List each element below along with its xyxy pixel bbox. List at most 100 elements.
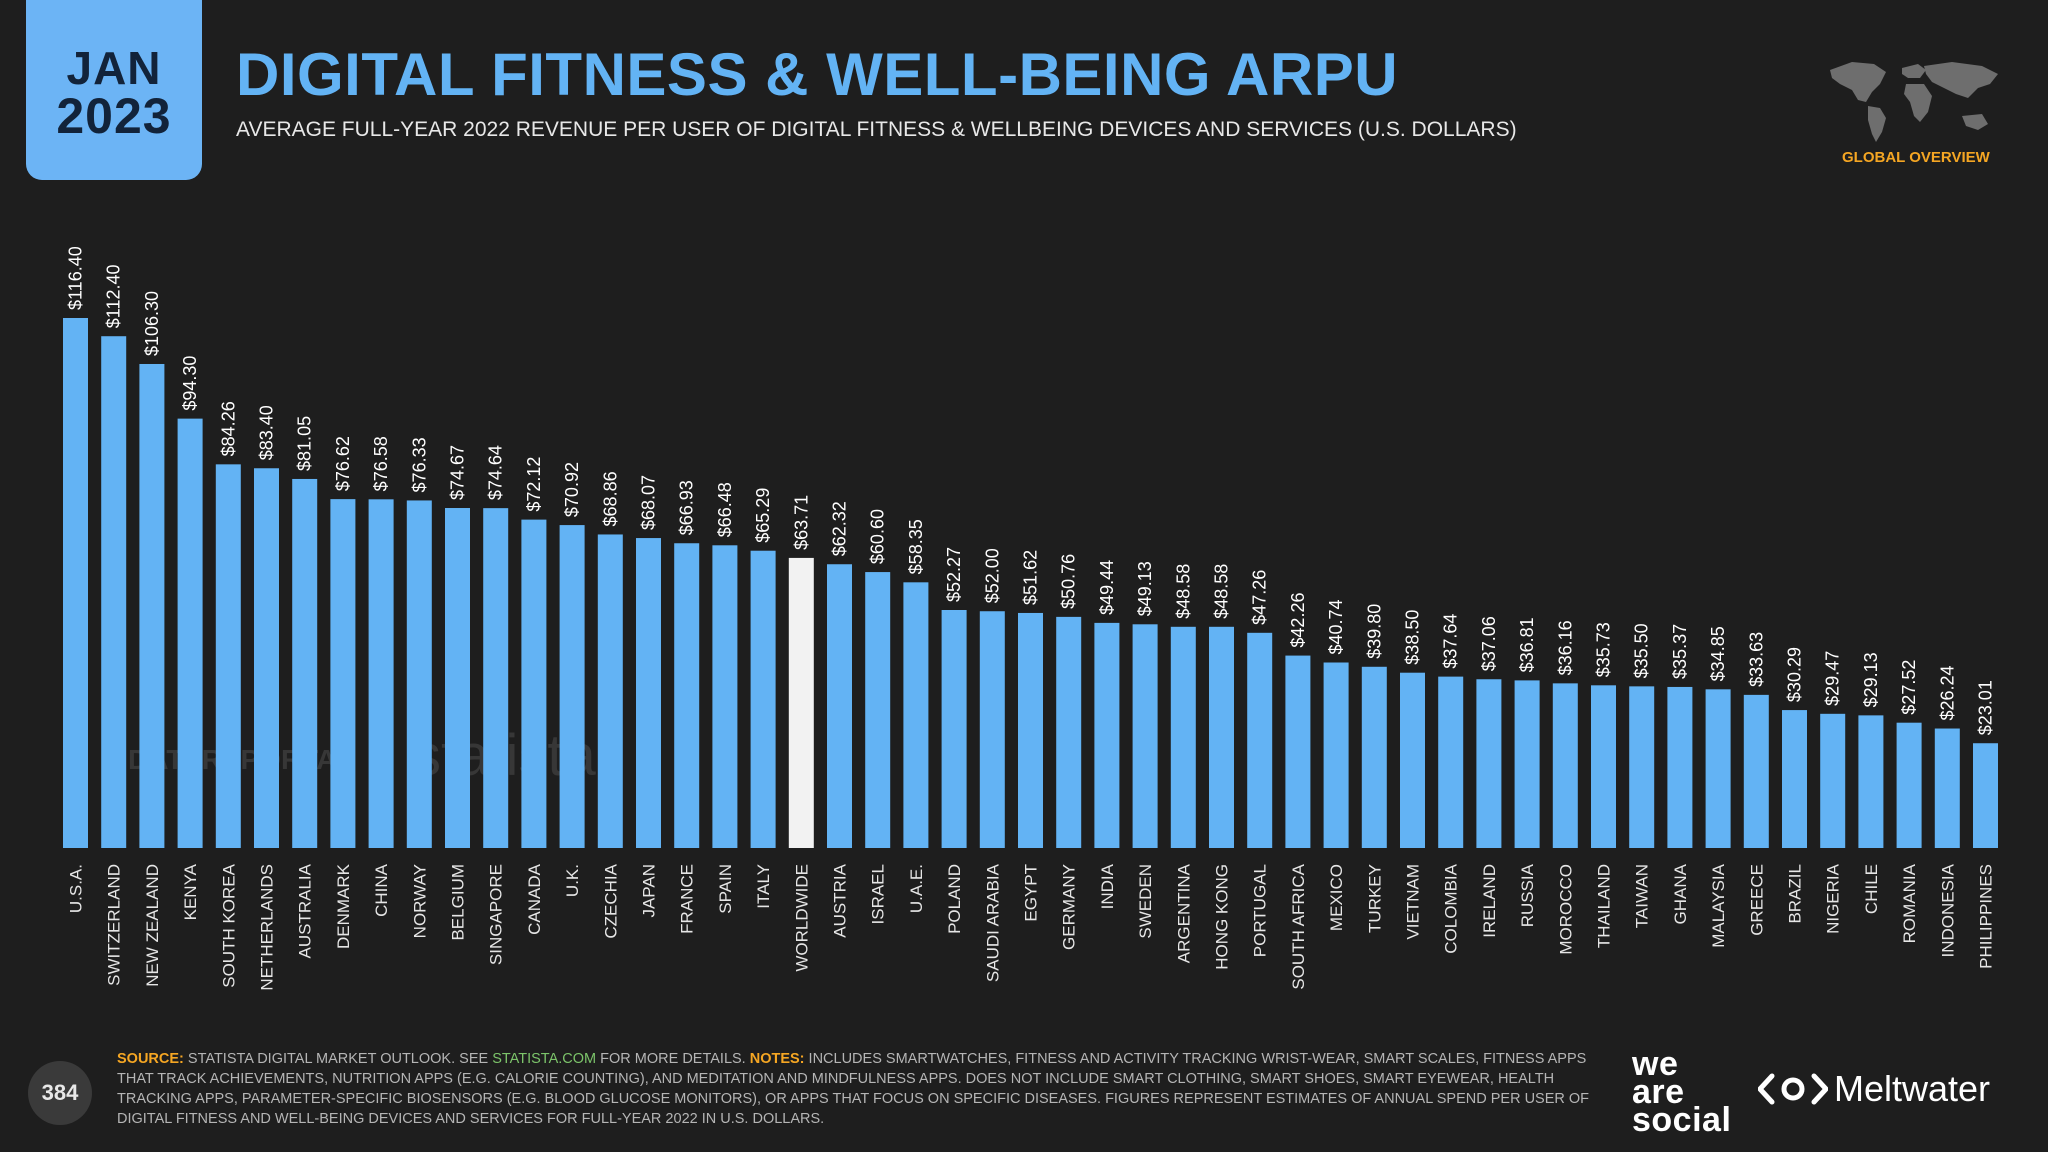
category-label: AUSTRIA — [831, 863, 850, 937]
brand-line-2: are — [1632, 1073, 1685, 1111]
bar-egypt — [1018, 612, 1043, 848]
category-label: INDIA — [1098, 863, 1117, 909]
source-link[interactable]: STATISTA.COM — [492, 1051, 597, 1067]
category-label: EGYPT — [1022, 864, 1041, 922]
value-label: $52.27 — [944, 547, 964, 602]
category-label: NEW ZEALAND — [143, 864, 162, 987]
bar-u-a-e- — [903, 582, 929, 848]
bar-argentina — [1170, 626, 1196, 848]
category-label: CHINA — [372, 863, 391, 917]
bar-italy — [750, 550, 776, 848]
value-label: $36.81 — [1517, 617, 1537, 672]
category-label: NIGERIA — [1824, 863, 1843, 934]
bar-france — [674, 543, 700, 848]
category-label: CZECHIA — [601, 863, 620, 938]
bar-mexico — [1323, 662, 1349, 848]
bar-saudi-arabia — [979, 611, 1005, 848]
category-label: U.A.E. — [907, 864, 926, 913]
category-label: INDONESIA — [1938, 863, 1957, 957]
bar-norway — [406, 500, 432, 848]
brand-line-3: social — [1632, 1101, 1732, 1139]
category-label: BELGIUM — [449, 864, 468, 941]
category-label: ITALY — [754, 864, 773, 909]
category-label: BRAZIL — [1786, 864, 1805, 924]
bar-ghana — [1667, 686, 1693, 848]
bar-netherlands — [254, 468, 279, 848]
date-month: JAN — [66, 42, 162, 94]
bar-south-korea — [215, 464, 241, 848]
category-label: NORWAY — [410, 864, 429, 938]
bar-vietnam — [1400, 672, 1425, 848]
value-label: $76.58 — [371, 436, 391, 491]
value-label: $51.62 — [1021, 550, 1041, 605]
category-label: PHILIPPINES — [1977, 864, 1996, 969]
category-label: PORTUGAL — [1251, 864, 1270, 957]
bar-denmark — [330, 499, 356, 848]
date-badge: JAN 2023 — [26, 0, 202, 180]
value-label: $72.12 — [524, 457, 544, 512]
page-subtitle: AVERAGE FULL-YEAR 2022 REVENUE PER USER … — [236, 118, 1517, 141]
category-label: THAILAND — [1595, 864, 1614, 948]
value-label: $74.64 — [486, 445, 506, 500]
bar-japan — [636, 538, 661, 848]
bar-brazil — [1782, 710, 1807, 848]
category-label: MOROCCO — [1556, 864, 1575, 955]
value-label: $36.16 — [1555, 620, 1575, 675]
category-label: KENYA — [181, 863, 200, 920]
category-label: JAPAN — [640, 864, 659, 918]
category-label: ISRAEL — [869, 864, 888, 924]
category-label: AUSTRALIA — [296, 863, 315, 958]
notes-label: NOTES: — [749, 1051, 805, 1067]
value-label: $29.13 — [1861, 652, 1881, 707]
date-year: 2023 — [56, 88, 172, 144]
value-label: $26.24 — [1937, 665, 1957, 720]
category-label: U.S.A. — [67, 864, 86, 913]
value-label: $63.71 — [791, 495, 811, 550]
category-label: U.K. — [563, 864, 582, 897]
value-label: $42.26 — [1288, 593, 1308, 648]
bar-sweden — [1132, 624, 1158, 848]
category-label: WORLDWIDE — [792, 864, 811, 972]
value-label: $48.58 — [1212, 564, 1232, 619]
world-map-icon — [1830, 62, 1998, 142]
value-label: $52.00 — [982, 548, 1002, 603]
bar-singapore — [483, 508, 509, 848]
category-label: MEXICO — [1327, 864, 1346, 931]
value-label: $76.62 — [333, 436, 353, 491]
value-label: $23.01 — [1976, 680, 1996, 735]
value-label: $74.67 — [448, 445, 468, 500]
bar-czechia — [597, 534, 623, 848]
category-label: SWEDEN — [1136, 864, 1155, 939]
value-label: $68.86 — [600, 471, 620, 526]
category-label: VIETNAM — [1404, 864, 1423, 940]
page-number: 384 — [28, 1061, 92, 1125]
bar-indonesia — [1934, 728, 1960, 848]
bar-canada — [521, 519, 547, 848]
category-label: TURKEY — [1365, 864, 1384, 933]
source-text: STATISTA DIGITAL MARKET OUTLOOK. SEE — [183, 1051, 493, 1067]
value-label: $94.30 — [180, 356, 200, 411]
bar-australia — [292, 478, 318, 848]
value-label: $49.13 — [1135, 561, 1155, 616]
bar-chart: $116.40 U.S.A. $112.40 SWITZERLAND $106.30 NE… — [63, 246, 1998, 991]
bar-russia — [1514, 680, 1540, 848]
bar-switzerland — [101, 336, 127, 848]
bar-south-africa — [1285, 655, 1311, 848]
value-label: $68.07 — [639, 475, 659, 530]
bar-new-zealand — [139, 363, 165, 848]
bar-ireland — [1476, 679, 1502, 848]
category-label: NETHERLANDS — [258, 864, 277, 991]
value-label: $66.48 — [715, 482, 735, 537]
meltwater-icon — [1758, 1073, 1828, 1105]
category-label: GERMANY — [1060, 864, 1079, 950]
brand-line-1: we — [1632, 1045, 1679, 1083]
source-label: SOURCE: — [117, 1051, 184, 1067]
category-label: SOUTH KOREA — [219, 863, 238, 987]
bar-morocco — [1552, 683, 1578, 848]
category-label: SOUTH AFRICA — [1289, 863, 1308, 989]
bar-malaysia — [1705, 689, 1731, 848]
value-label: $70.92 — [562, 462, 582, 517]
source-after-text: FOR MORE DETAILS. — [596, 1051, 750, 1067]
value-label: $48.58 — [1173, 564, 1193, 619]
category-label: GHANA — [1671, 863, 1690, 924]
